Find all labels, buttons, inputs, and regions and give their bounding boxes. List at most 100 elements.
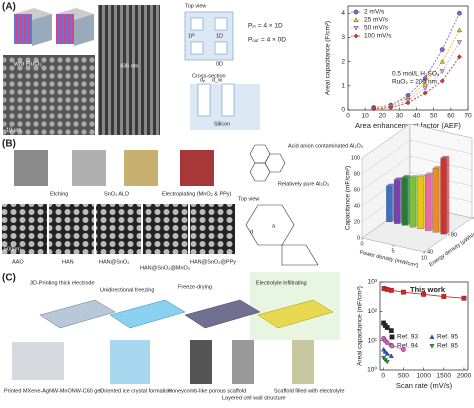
x-tick-label: 30 — [396, 113, 404, 120]
schematic-label: Cross-section — [192, 73, 226, 79]
bar-side — [446, 155, 450, 235]
x-tick-label: 1500 — [437, 373, 452, 380]
y-tick-label: 100 — [351, 155, 360, 161]
panel-c: (C) 3D-Printing thick electrode Unidirec… — [2, 272, 345, 401]
illustration — [292, 340, 314, 384]
legend-label: Ref. 95 — [437, 334, 458, 341]
bar — [393, 179, 401, 224]
marker — [388, 328, 394, 334]
y-tick-label: 0 — [341, 107, 345, 114]
step-label: Unidirectional freezing — [100, 287, 154, 293]
marker — [429, 334, 435, 339]
electrode — [39, 299, 116, 329]
marker — [457, 10, 462, 16]
step-label: SnO₂ ALD — [104, 191, 129, 197]
panel-label: (C) — [2, 273, 16, 284]
legend-label: 100 mV/s — [364, 33, 392, 40]
step-label: 3D-Printing thick electrode — [30, 280, 95, 286]
template-icon — [124, 150, 158, 186]
marker — [429, 344, 435, 349]
step-label: Electrolyte infiltrating — [256, 280, 307, 286]
template-icon — [72, 150, 106, 186]
diagram-label: Top view — [238, 196, 259, 202]
bar — [417, 176, 424, 230]
caption: Printed MXene-AgNW-MnONW-C60 gel — [4, 388, 102, 394]
diagram-label: Acid anion contaminated Al₂O₃ — [288, 143, 363, 149]
panel-label: (A) — [2, 2, 16, 13]
caption: Oriented ice crystal formation — [100, 388, 172, 394]
x-tick-label: 20 — [379, 113, 387, 120]
x-axis-title: Scan rate (mV/s) — [396, 381, 453, 390]
dim-label: dₚ — [200, 77, 206, 83]
series-line — [373, 56, 460, 110]
y-tick-label: 80 — [354, 171, 360, 177]
x-tick-label: 70 — [464, 113, 472, 120]
x-tick-label: 5 — [391, 248, 394, 254]
sem-image — [190, 204, 235, 254]
pore — [214, 17, 228, 31]
illustration — [12, 342, 64, 380]
y-tick-label: 0 — [357, 235, 360, 241]
frozen-electrode — [109, 299, 186, 329]
sem-label: HAN@SnO₂ — [99, 259, 129, 265]
x-tick-label: 40 — [413, 113, 421, 120]
illustration — [232, 340, 254, 384]
marker — [422, 80, 428, 86]
sem-image — [143, 204, 188, 254]
legend-label: Ref. 94 — [397, 343, 418, 350]
plot-frame — [347, 5, 469, 111]
marker — [439, 59, 445, 64]
dim-label: d_w — [212, 77, 222, 83]
dim-label: 1P — [188, 33, 195, 39]
panel-a: (A) w/o RuO₂ 10 µm 436 nm Top view 1P 1D… — [2, 2, 286, 135]
z-tick-label: 40 — [427, 249, 433, 255]
bar — [440, 157, 447, 235]
marker — [389, 343, 395, 349]
diagram-label: a — [272, 223, 276, 229]
bar — [432, 168, 440, 233]
marker — [384, 286, 390, 292]
sem-label: HAN — [62, 259, 74, 265]
marker — [439, 78, 445, 84]
marker — [422, 90, 428, 96]
series-line — [373, 42, 460, 110]
marker — [422, 76, 428, 81]
marker — [456, 54, 462, 60]
marker — [439, 69, 445, 74]
sem-image — [3, 55, 95, 135]
x-tick-label: 2000 — [457, 373, 472, 380]
legend-label: Ref. 85 — [437, 343, 458, 350]
step-label: Freeze-drying — [178, 284, 212, 290]
x-tick-label: 10 — [421, 255, 427, 261]
scale-bar-label: 10 µm — [6, 127, 22, 133]
bar — [409, 177, 416, 228]
step-label: Etching — [50, 191, 68, 197]
dim-label: 0D — [216, 61, 223, 67]
x-tick-label: 500 — [398, 373, 409, 380]
y-axis-title: Capacitance (mF/cm²) — [345, 166, 352, 230]
cube-front — [56, 14, 74, 44]
grid-line — [361, 123, 411, 159]
panel-label: (B) — [2, 139, 16, 150]
y-tick-label: 10¹ — [368, 337, 378, 344]
step-label: Electroplating (MnO₂ & PPy) — [162, 191, 232, 197]
x-axis-title: Power density (mW/cm²) — [359, 250, 419, 269]
diagram-label: d — [250, 229, 253, 235]
marker — [384, 325, 390, 330]
sem-label: HAN@SnO₂@MnO₂ — [140, 265, 190, 271]
y-tick-label: 2 — [341, 58, 345, 65]
sem-label: HAN@SnO₂@PPy — [190, 259, 236, 265]
marker — [389, 334, 395, 340]
template-icon — [14, 150, 48, 186]
caption: Layered cell wall structure — [222, 395, 286, 401]
sem-label: w/o RuO₂ — [13, 61, 42, 68]
y-tick-label: 60 — [354, 187, 360, 193]
marker — [421, 291, 426, 297]
cube-side — [74, 14, 94, 46]
cube-front — [14, 14, 32, 44]
grid-line — [409, 139, 473, 155]
x-tick-label: 60 — [447, 113, 455, 120]
pore — [214, 41, 228, 55]
marker — [441, 294, 447, 299]
